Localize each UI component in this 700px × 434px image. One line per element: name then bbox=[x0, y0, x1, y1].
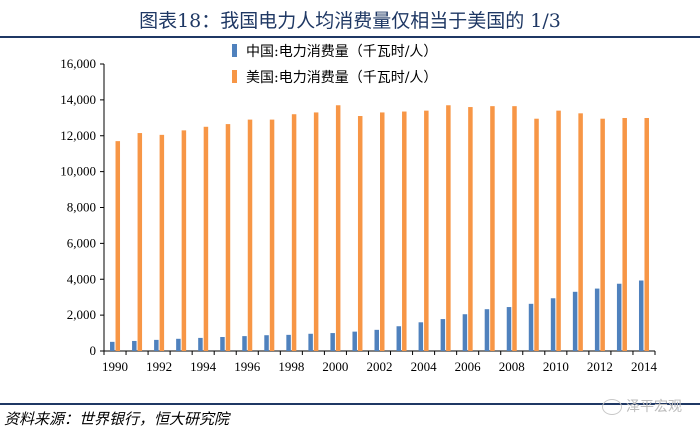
x-tick-label: 1996 bbox=[234, 359, 261, 374]
bar-usa-2007 bbox=[490, 106, 495, 351]
bar-usa-1991 bbox=[137, 133, 143, 351]
bar-china-1999 bbox=[308, 333, 313, 351]
x-tick-label: 2000 bbox=[322, 359, 348, 374]
bar-usa-2012 bbox=[600, 118, 605, 351]
watermark: 泽平宏观 bbox=[602, 396, 682, 416]
y-tick-label: 16,000 bbox=[60, 56, 96, 71]
footer-divider bbox=[0, 403, 700, 405]
x-tick-label: 2012 bbox=[587, 359, 613, 374]
bar-usa-1993 bbox=[181, 130, 187, 351]
bar-china-2006 bbox=[462, 314, 468, 351]
chart-legend: 中国:电力消费量（千瓦时/人） 美国:电力消费量（千瓦时/人） bbox=[232, 44, 437, 86]
bar-usa-2009 bbox=[534, 118, 539, 351]
bar-china-2011 bbox=[572, 291, 578, 351]
title-divider bbox=[0, 36, 700, 38]
bar-china-1995 bbox=[220, 337, 225, 351]
y-tick-label: 2,000 bbox=[67, 307, 96, 322]
bar-china-1996 bbox=[242, 336, 247, 351]
bar-usa-2006 bbox=[468, 107, 473, 351]
bar-china-2004 bbox=[418, 322, 424, 351]
bar-china-1994 bbox=[198, 337, 203, 351]
bar-usa-1995 bbox=[225, 124, 231, 351]
legend-swatch-china bbox=[232, 44, 237, 57]
bar-usa-2001 bbox=[357, 116, 363, 351]
bar-china-2002 bbox=[374, 329, 379, 351]
bar-china-2008 bbox=[506, 307, 512, 351]
x-tick-label: 2002 bbox=[367, 359, 393, 374]
bar-china-1998 bbox=[286, 334, 291, 351]
bar-china-1990 bbox=[110, 341, 115, 351]
bar-china-2009 bbox=[528, 303, 534, 351]
wechat-icon bbox=[602, 399, 622, 415]
y-tick-label: 6,000 bbox=[67, 235, 96, 250]
bar-chart: 0 2,000 4,000 6,000 8,000 10,000 12,000 14,000 1… bbox=[60, 44, 657, 374]
bar-usa-2002 bbox=[380, 112, 385, 352]
bar-china-2000 bbox=[330, 333, 335, 351]
bar-usa-2003 bbox=[402, 111, 407, 351]
bar-china-2013 bbox=[616, 283, 622, 351]
x-tick-label: 1994 bbox=[190, 359, 217, 374]
bar-china-1991 bbox=[132, 340, 137, 351]
legend-label-china: 中国:电力消费量（千瓦时/人） bbox=[246, 44, 437, 60]
bar-usa-2014 bbox=[644, 117, 649, 351]
bar-usa-2004 bbox=[424, 110, 429, 351]
bar-china-2005 bbox=[440, 319, 446, 351]
bar-china-2012 bbox=[594, 288, 600, 351]
y-tick-label: 14,000 bbox=[60, 92, 96, 107]
chart-tick-labels: 0 2,000 4,000 6,000 8,000 10,000 12,000 14,000 1… bbox=[60, 56, 657, 374]
bar-china-2001 bbox=[352, 331, 357, 351]
bar-usa-2005 bbox=[446, 105, 451, 351]
bar-china-2010 bbox=[550, 298, 556, 351]
bar-usa-1994 bbox=[203, 126, 209, 351]
bar-usa-2010 bbox=[556, 110, 561, 351]
x-tick-label: 2014 bbox=[631, 359, 658, 374]
chart-axes bbox=[100, 63, 656, 355]
bar-china-1993 bbox=[176, 338, 181, 351]
watermark-label: 泽平宏观 bbox=[626, 399, 682, 415]
bar-china-1992 bbox=[154, 339, 159, 351]
x-tick-label: 2006 bbox=[455, 359, 482, 374]
bar-usa-1998 bbox=[291, 114, 297, 351]
y-tick-label: 10,000 bbox=[60, 164, 96, 179]
y-tick-label: 8,000 bbox=[67, 200, 96, 215]
x-tick-label: 1990 bbox=[102, 359, 128, 374]
chart-bars bbox=[110, 105, 649, 352]
source-note: 资料来源：世界银行，恒大研究院 bbox=[4, 410, 230, 428]
x-tick-label: 2010 bbox=[543, 359, 569, 374]
bar-usa-2008 bbox=[512, 106, 517, 351]
bar-usa-1992 bbox=[159, 134, 165, 351]
x-tick-label: 1998 bbox=[278, 359, 304, 374]
x-tick-label: 2004 bbox=[411, 359, 438, 374]
bar-china-1997 bbox=[264, 335, 269, 351]
bar-usa-1997 bbox=[269, 119, 275, 351]
x-tick-label: 2008 bbox=[499, 359, 525, 374]
bar-china-2003 bbox=[396, 326, 402, 351]
bar-usa-1990 bbox=[115, 141, 121, 351]
x-tick-label: 1992 bbox=[146, 359, 172, 374]
bar-usa-2000 bbox=[335, 105, 341, 351]
bar-china-2014 bbox=[638, 280, 644, 351]
y-tick-label: 0 bbox=[90, 343, 97, 358]
legend-swatch-usa bbox=[232, 70, 237, 83]
bar-usa-2013 bbox=[622, 117, 627, 351]
y-tick-label: 4,000 bbox=[67, 271, 96, 286]
bar-china-2007 bbox=[484, 309, 490, 351]
bar-usa-2011 bbox=[578, 113, 583, 351]
bar-usa-1996 bbox=[247, 119, 253, 351]
legend-label-usa: 美国:电力消费量（千瓦时/人） bbox=[246, 70, 437, 86]
bar-usa-1999 bbox=[313, 112, 319, 352]
y-tick-label: 12,000 bbox=[60, 128, 96, 143]
page-title: 图表18：我国电力人均消费量仅相当于美国的 1/3 bbox=[139, 10, 561, 32]
